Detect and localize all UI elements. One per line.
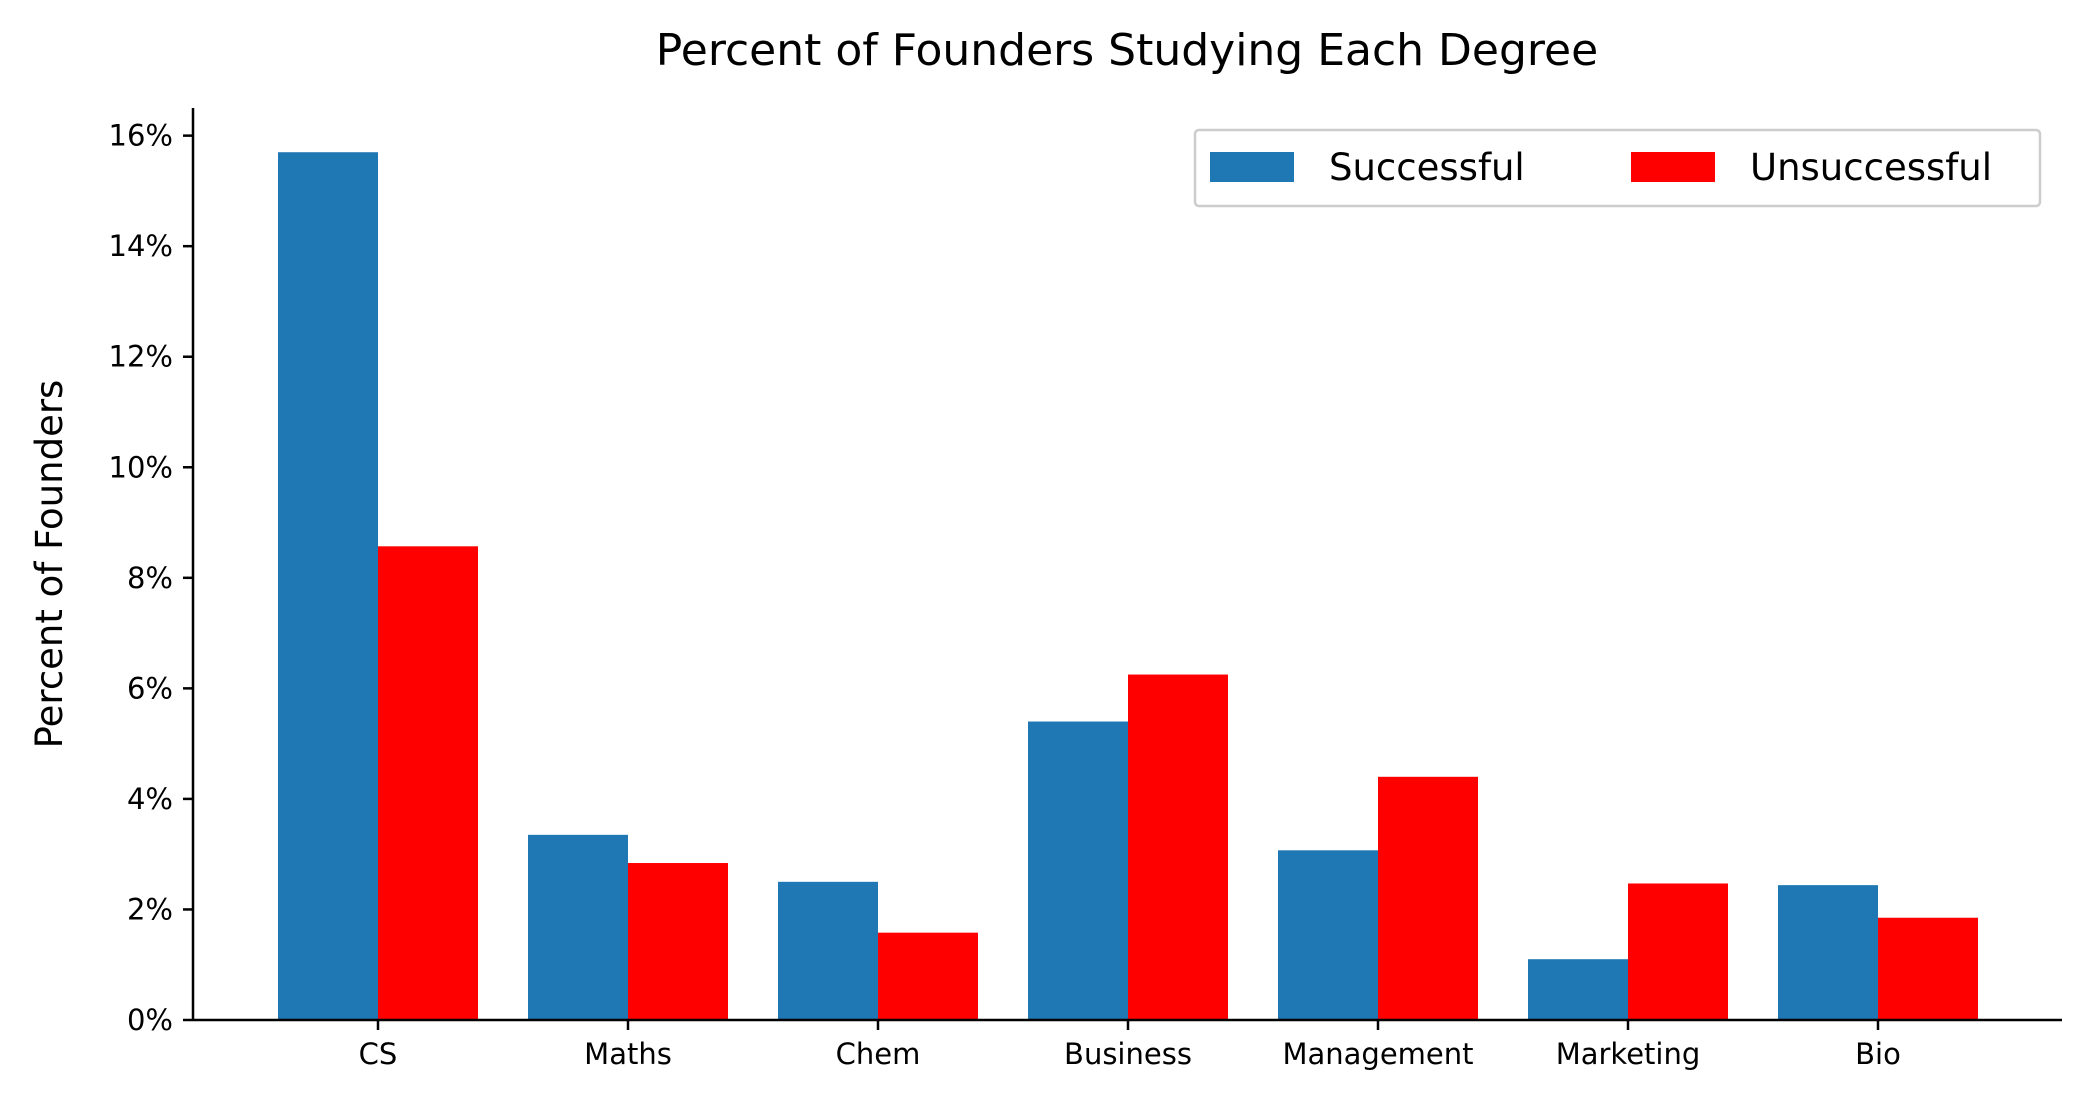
bars-group [278, 152, 1978, 1020]
bar-chem-successful [778, 881, 878, 1020]
legend-swatch-unsuccessful [1631, 152, 1715, 182]
bar-management-unsuccessful [1378, 776, 1478, 1020]
y-tick-label: 16% [109, 119, 173, 153]
y-tick-label: 8% [127, 561, 173, 595]
x-tick-label-marketing: Marketing [1556, 1037, 1701, 1071]
bar-bio-successful [1778, 885, 1878, 1020]
bar-maths-unsuccessful [628, 863, 728, 1020]
y-tick-label: 4% [127, 782, 173, 816]
legend-swatch-successful [1210, 152, 1294, 182]
bar-bio-unsuccessful [1878, 917, 1978, 1020]
y-axis-label: Percent of Founders [28, 380, 71, 749]
y-tick-label: 10% [109, 450, 173, 484]
x-tick-label-business: Business [1064, 1037, 1192, 1071]
bar-cs-unsuccessful [378, 546, 478, 1020]
y-tick-label: 2% [127, 892, 173, 926]
legend-frame [1193, 128, 2042, 208]
bar-management-successful [1278, 850, 1378, 1020]
bar-marketing-unsuccessful [1628, 883, 1728, 1020]
chart-title: Percent of Founders Studying Each Degree [656, 25, 1598, 76]
y-tick-label: 14% [109, 229, 173, 263]
x-tick-label-management: Management [1282, 1037, 1473, 1071]
bar-business-successful [1028, 721, 1128, 1020]
legend-label-unsuccessful: Unsuccessful [1750, 146, 1992, 189]
y-tick-label: 12% [109, 340, 173, 374]
bar-business-unsuccessful [1128, 674, 1228, 1020]
x-tick-label-chem: Chem [836, 1037, 921, 1071]
y-tick-label: 6% [127, 671, 173, 705]
legend: Successful Unsuccessful [1193, 128, 2042, 208]
y-tick-label: 0% [127, 1003, 173, 1037]
bar-cs-successful [278, 152, 378, 1020]
x-tick-label-bio: Bio [1855, 1037, 1901, 1071]
x-tick-label-cs: CS [359, 1037, 398, 1071]
x-ticks-group: CS Maths Chem Business Management Marketing Bi… [359, 1020, 1901, 1071]
legend-label-successful: Successful [1329, 146, 1525, 189]
bar-chem-unsuccessful [878, 932, 978, 1020]
y-ticks-group: 0% 2% 4% 6% 8% 10% 12% 14% 16% [109, 119, 193, 1037]
bar-maths-successful [528, 834, 628, 1020]
x-tick-label-maths: Maths [584, 1037, 672, 1071]
bar-marketing-successful [1528, 959, 1628, 1020]
